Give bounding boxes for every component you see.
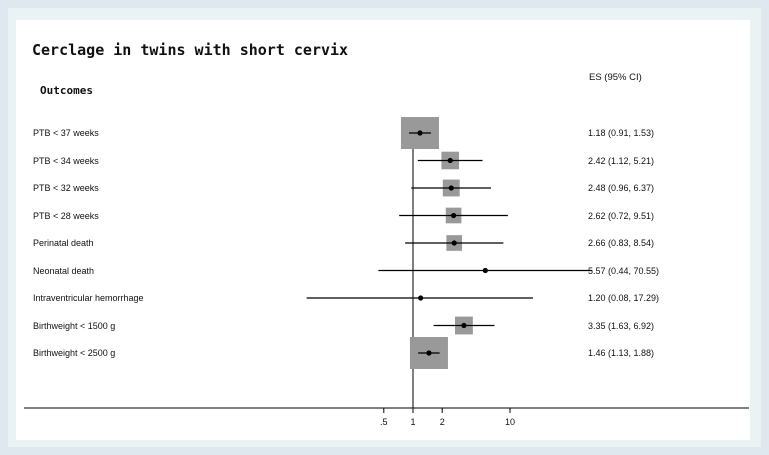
estimate-text: 1.46 (1.13, 1.88): [588, 348, 655, 358]
x-tick-label: 2: [440, 417, 445, 427]
x-tick-label: 1: [410, 417, 415, 427]
outcome-label: PTB < 34 weeks: [33, 155, 99, 166]
outcome-label: Birthweight < 1500 g: [33, 320, 116, 331]
estimate-text: 3.35 (1.63, 6.92): [588, 320, 655, 331]
estimate-text: 5.57 (0.44, 70.55): [588, 265, 660, 276]
outcome-label: PTB < 32 weeks: [33, 183, 99, 193]
point-estimate: [448, 185, 454, 191]
x-tick-label: .5: [380, 417, 388, 427]
point-estimate: [461, 322, 467, 329]
estimate-header: ES (95% CI): [589, 72, 642, 83]
outcomes-header: Outcomes: [40, 84, 93, 97]
outcome-label: Intraventricular hemorrhage: [33, 293, 144, 303]
estimate-text: 2.62 (0.72, 9.51): [588, 210, 655, 221]
estimate-text: 1.20 (0.08, 17.29): [588, 293, 660, 303]
outcome-label: PTB < 37 weeks: [33, 128, 99, 138]
outcome-label: PTB < 28 weeks: [33, 210, 99, 221]
point-estimate: [417, 130, 423, 136]
chart-panel: [16, 20, 750, 440]
point-estimate: [450, 212, 457, 219]
point-estimate: [426, 350, 432, 356]
point-estimate: [418, 295, 424, 301]
x-tick-label: 10: [505, 417, 515, 427]
estimate-text: 2.48 (0.96, 6.37): [588, 183, 655, 193]
estimate-text: 2.66 (0.83, 8.54): [588, 238, 655, 248]
point-estimate: [482, 267, 488, 274]
outcome-label: Neonatal death: [33, 265, 95, 276]
point-estimate: [447, 157, 453, 164]
point-estimate: [451, 240, 457, 246]
estimate-text: 2.42 (1.12, 5.21): [588, 155, 655, 166]
estimate-text: 1.18 (0.91, 1.53): [588, 128, 655, 138]
outcome-label: Perinatal death: [33, 238, 94, 248]
outcome-label: Birthweight < 2500 g: [33, 348, 116, 358]
chart-title: Cerclage in twins with short cervix: [32, 41, 349, 59]
